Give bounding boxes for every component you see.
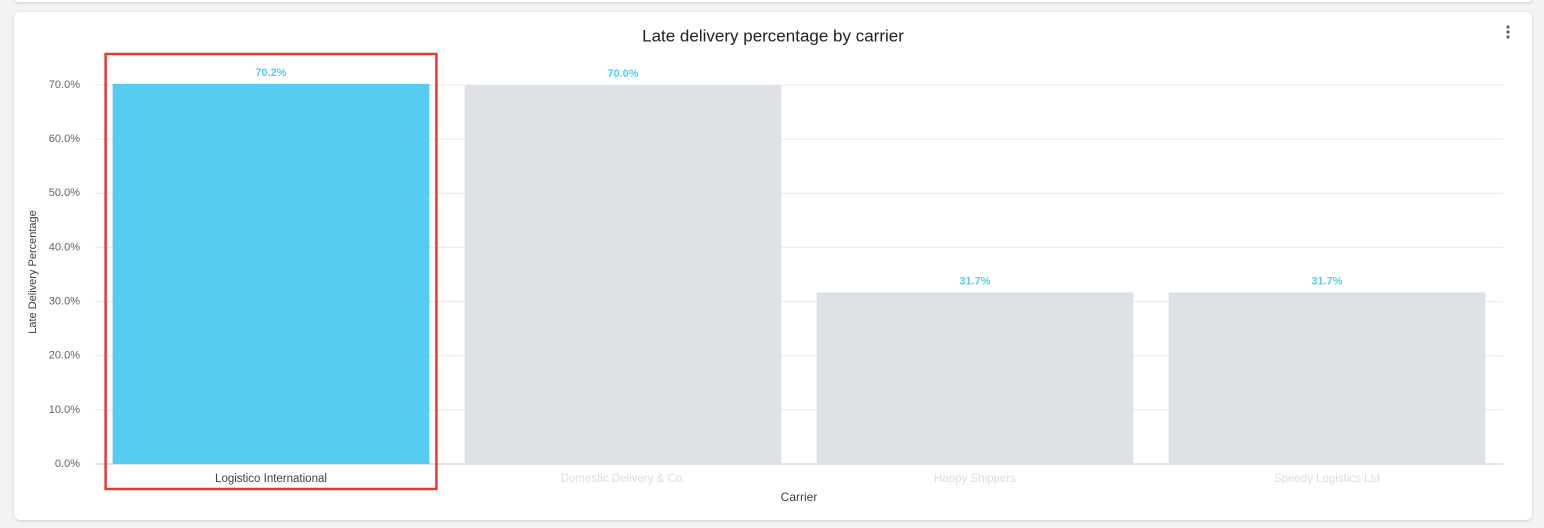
y-tick-label: 70.0% — [49, 79, 80, 91]
x-tick-label: Domestic Delivery & Co. — [561, 473, 686, 485]
y-tick-label: 50.0% — [49, 187, 80, 199]
value-label: 70.0% — [607, 68, 638, 80]
menu-dot — [1506, 25, 1510, 29]
y-tick-label: 20.0% — [49, 350, 80, 362]
bar — [464, 85, 782, 464]
menu-dot — [1506, 30, 1510, 34]
x-tick-label: Happy Shippers — [934, 473, 1016, 485]
value-label: 70.2% — [255, 67, 286, 79]
chart-title: Late delivery percentage by carrier — [642, 26, 904, 45]
menu-dot — [1506, 35, 1510, 39]
bar — [112, 83, 430, 464]
bar — [816, 292, 1134, 464]
previous-card — [14, 0, 1532, 2]
highlight-box — [104, 52, 438, 491]
y-tick-label: 60.0% — [49, 133, 80, 145]
y-tick-label: 10.0% — [49, 404, 80, 416]
y-tick-label: 40.0% — [49, 241, 80, 253]
bar — [1168, 292, 1486, 464]
y-tick-label: 30.0% — [49, 295, 80, 307]
x-axis-title: Carrier — [781, 490, 818, 504]
value-label: 31.7% — [1311, 275, 1342, 287]
y-axis-title: Late Delivery Percentage — [27, 210, 39, 334]
x-tick-label: Speedy Logistics Ltd — [1274, 473, 1380, 485]
y-tick-label: 0.0% — [55, 458, 80, 470]
value-label: 31.7% — [959, 275, 990, 287]
more-menu[interactable] — [1506, 25, 1510, 39]
x-tick-label: Logistico International — [215, 473, 327, 485]
